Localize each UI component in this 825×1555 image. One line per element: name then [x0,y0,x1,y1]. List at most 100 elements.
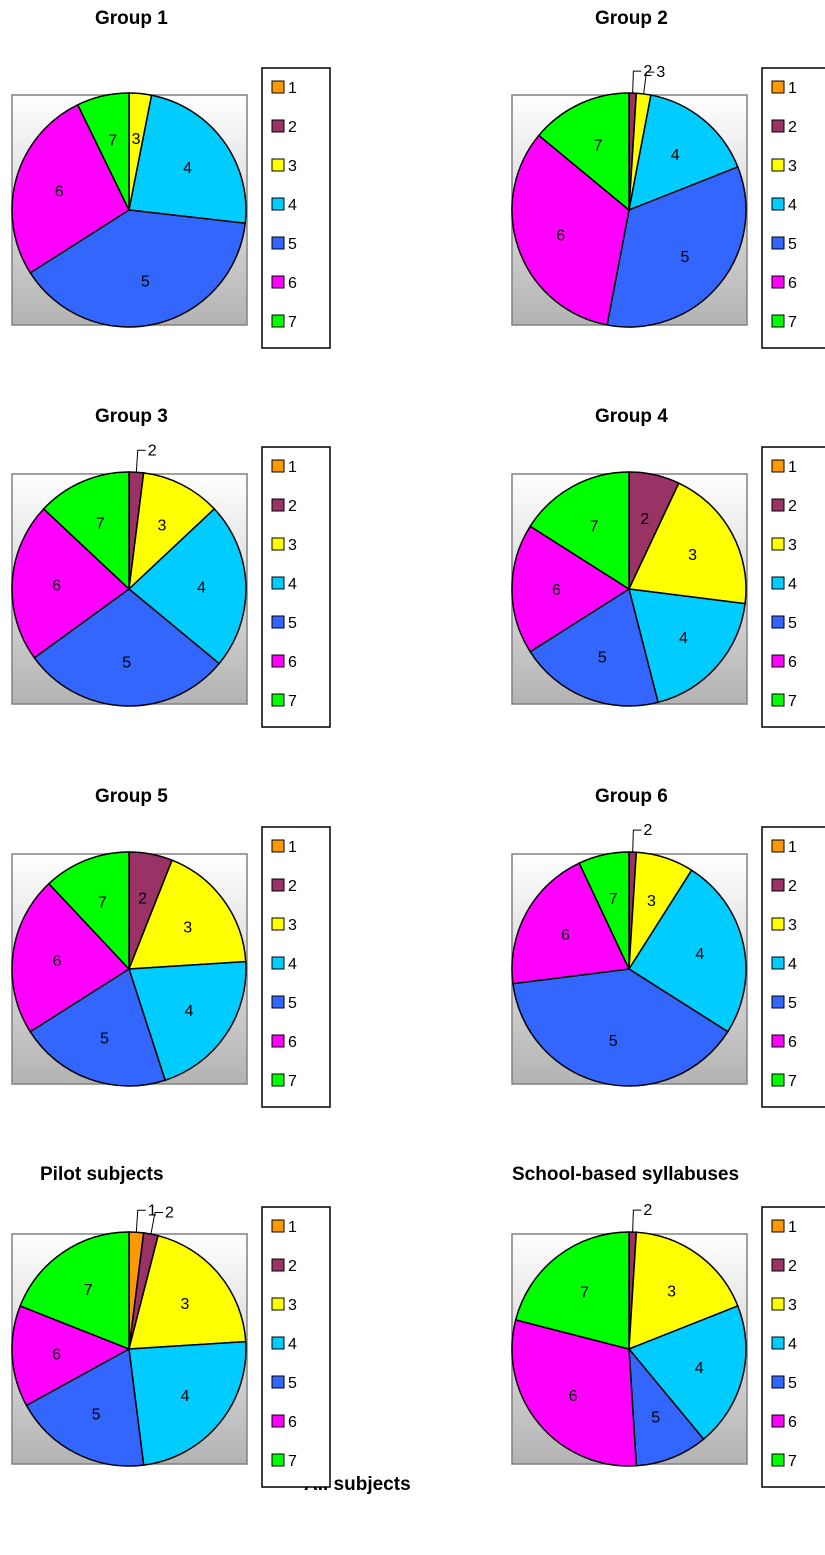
legend-label-3: 3 [288,917,297,934]
legend-label-3: 3 [288,1297,297,1314]
pie-slice-7 [76,92,130,211]
slice-label: 6 [53,953,62,970]
chart-title-group-2: Group 2 [595,8,668,29]
legend-label-4: 4 [788,956,797,973]
pie-slice-5 [29,967,167,1087]
pie-slice-6 [511,1318,638,1467]
legend-swatch-4 [271,956,285,970]
slice-label: 4 [185,1003,194,1020]
legend-label-3: 3 [788,917,797,934]
pie-chart-8: 2 3 4 5 6 7 1 2 3 4 5 6 7 [511,1202,825,1488]
legend-label-4: 4 [788,197,797,214]
legend-swatch-4 [771,956,785,970]
slice-label: 6 [569,1388,578,1405]
slice-label: 4 [671,147,680,164]
legend-label-4: 4 [788,1336,797,1353]
pie-slice-3 [628,1231,739,1351]
legend-label-1: 1 [288,80,297,97]
legend-label-1: 1 [288,1219,297,1236]
legend-swatch-7 [271,693,285,707]
slice-label: 4 [695,946,704,963]
legend-label-6: 6 [288,1414,297,1431]
legend-swatch-6 [771,1034,785,1048]
leader-line [643,71,655,94]
legend-swatch-3 [771,1297,785,1311]
leader-line [632,829,642,853]
pie-slice-6 [511,525,631,653]
slice-label: 5 [100,1030,109,1047]
pie-slice-6 [11,1304,131,1407]
legend-swatch-1 [771,1219,785,1233]
pie-slice-5 [606,165,747,328]
legend-label-4: 4 [288,576,297,593]
legend-label-4: 4 [288,956,297,973]
legend-label-6: 6 [288,654,297,671]
legend-label-5: 5 [788,1375,797,1392]
legend-label-7: 7 [288,1453,297,1470]
slice-label: 5 [598,649,607,666]
legend-label-1: 1 [788,839,797,856]
legend-swatch-7 [771,693,785,707]
slice-label: 7 [98,895,107,912]
legend-label-7: 7 [288,1073,297,1090]
slice-label: 7 [96,515,105,532]
pie-slice-6 [11,103,130,274]
legend-swatch-3 [271,1297,285,1311]
chart-title-group-6: Group 6 [595,786,668,807]
legend-swatch-7 [771,1453,785,1467]
legend-label-5: 5 [288,1375,297,1392]
legend-swatch-2 [271,1258,285,1272]
legend-swatch-1 [771,80,785,94]
legend-swatch-1 [771,459,785,473]
legend-label-5: 5 [288,995,297,1012]
legend-swatch-6 [271,1034,285,1048]
legend-label-4: 4 [288,197,297,214]
legend-label-2: 2 [288,1258,297,1275]
pie-slice-6 [11,507,131,659]
legend-swatch-6 [271,1414,285,1428]
legend-label-6: 6 [288,1034,297,1051]
legend-label-2: 2 [288,498,297,515]
legend-label-5: 5 [788,236,797,253]
slice-label: 7 [108,132,117,149]
legend-label-6: 6 [788,275,797,292]
legend-label-6: 6 [788,1414,797,1431]
pie-slice-3 [128,1234,247,1350]
legend-swatch-7 [771,314,785,328]
chart-title-group-5: Group 5 [95,786,168,807]
legend-label-7: 7 [288,693,297,710]
pie-slice-7 [537,92,630,212]
slice-label: 7 [580,1285,589,1302]
slice-label: 4 [197,580,206,597]
legend-swatch-5 [771,615,785,629]
legend-swatch-3 [771,158,785,172]
chart-title-school-based-syllabuses: School-based syllabuses [512,1164,740,1185]
pie-slice-5 [33,588,221,707]
legend-swatch-1 [271,459,285,473]
legend-swatch-2 [771,878,785,892]
slice-label: 4 [183,160,192,177]
slice-label: 2 [165,1204,174,1221]
pie-slice-6 [511,134,630,326]
slice-label: 5 [609,1033,618,1050]
slice-label: 4 [695,1360,704,1377]
slice-label: 5 [141,274,150,291]
slice-label: 1 [148,1202,157,1219]
legend-label-3: 3 [288,158,297,175]
legend-swatch-5 [271,995,285,1009]
slice-label: 6 [55,183,64,200]
leader-line [632,1209,642,1233]
legend-label-1: 1 [288,839,297,856]
legend-swatch-5 [271,236,285,250]
slice-label: 2 [148,442,157,459]
legend-label-1: 1 [788,459,797,476]
legend-label-7: 7 [288,314,297,331]
pie-chart-4: 2 3 4 5 6 7 1 2 3 4 5 6 7 [511,446,825,728]
legend-label-2: 2 [288,878,297,895]
legend-swatch-4 [771,197,785,211]
legend-label-7: 7 [788,314,797,331]
pie-chart-3: 2 3 4 5 6 7 1 2 3 4 5 6 7 [11,442,331,728]
pie-slice-4 [627,869,747,1033]
